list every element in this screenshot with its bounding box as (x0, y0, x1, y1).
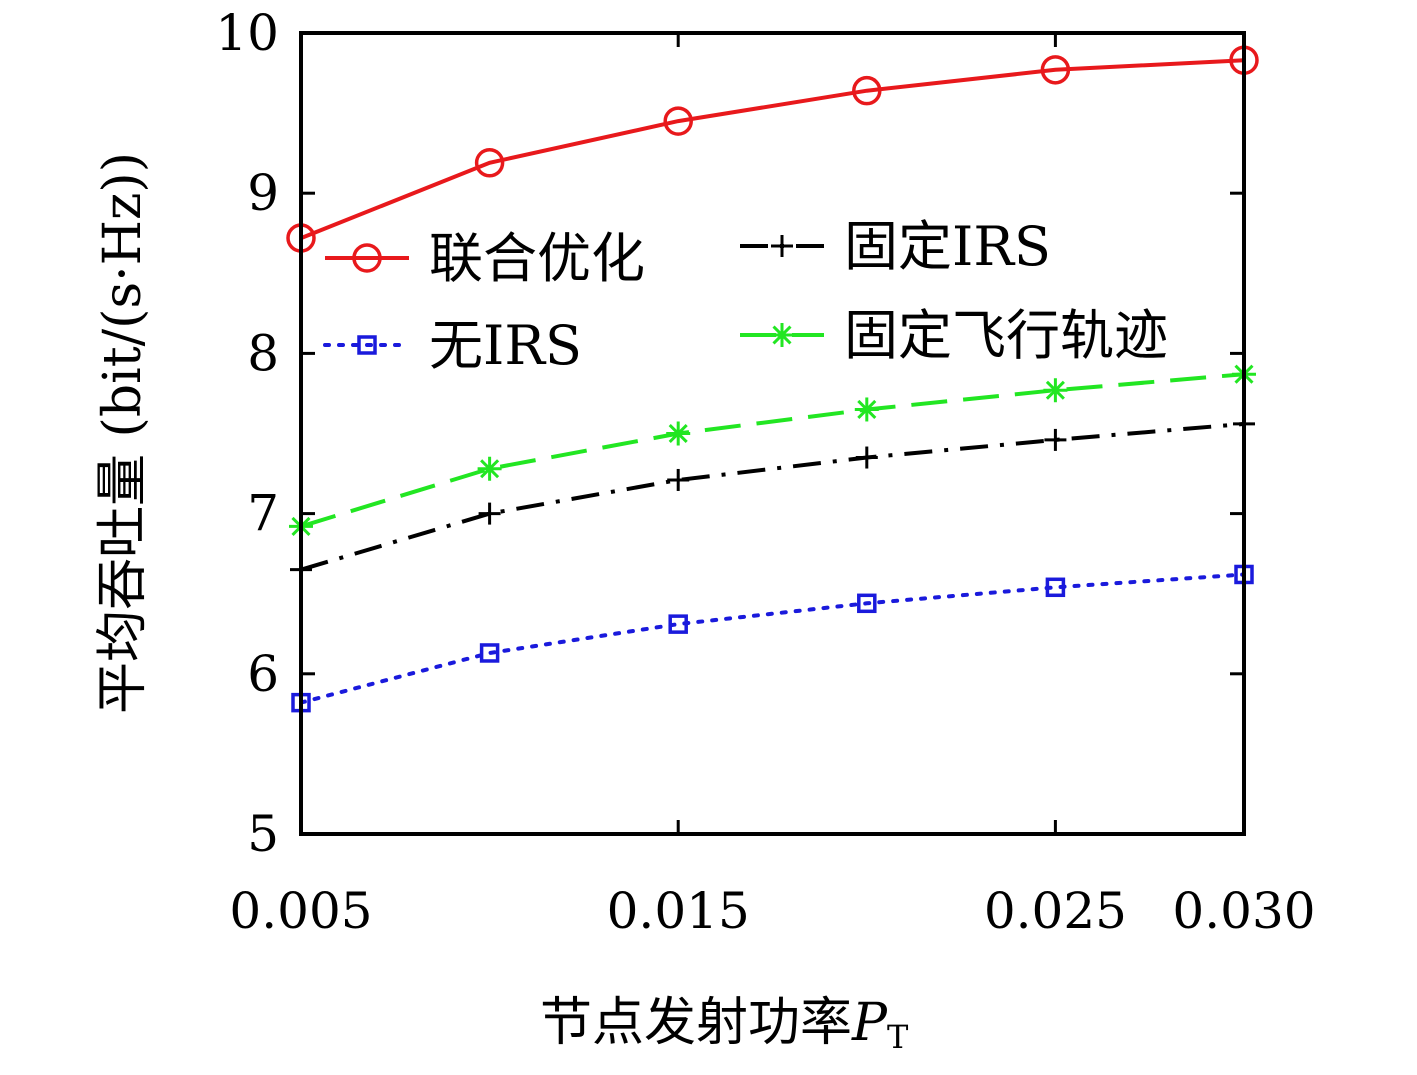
legend-entry-2: 无IRS (323, 314, 582, 377)
legend-marker-0 (352, 243, 382, 273)
legend-entry-0: 联合优化 (325, 227, 645, 290)
series-2-point-1 (479, 643, 500, 663)
x-tick-label-0: 0.005 (229, 882, 372, 940)
series-3-point-4 (1043, 378, 1068, 403)
legend-marker-2 (357, 335, 377, 355)
series-2-point-2 (668, 614, 688, 634)
series-0-point-4 (1040, 55, 1071, 85)
series-line-0 (300, 58, 1245, 240)
series-0-point-2 (663, 106, 693, 136)
y-tick-label-2: 7 (247, 485, 279, 543)
series-1-point-2 (667, 468, 690, 491)
legend-label-2: 无IRS (429, 314, 582, 377)
legend-label-3: 固定飞行轨迹 (844, 304, 1168, 367)
x-tick-label-2: 0.025 (984, 882, 1127, 940)
series-1-point-1 (478, 502, 501, 525)
series-line-1 (300, 421, 1245, 572)
series-1-point-4 (1044, 428, 1067, 451)
legend-marker-3 (770, 323, 794, 347)
x-axis-title: 节点发射功率PT (540, 993, 909, 1056)
legend-marker-1 (771, 235, 793, 257)
legend-label-0: 联合优化 (429, 227, 645, 290)
legend: 联合优化 固定IRS 无IRS 固定飞行轨迹 (323, 215, 1168, 377)
legend-label-1: 固定IRS (844, 215, 1051, 278)
series-3-point-3 (854, 397, 879, 422)
y-tick-label-0: 5 (247, 805, 279, 863)
series-layer (286, 45, 1259, 713)
series-3-point-2 (666, 421, 691, 446)
series-line-2 (299, 572, 1246, 705)
series-3-point-1 (477, 456, 502, 481)
ticks-layer: 5 6 7 8 9 10 0.005 0.015 0.025 0.030 (215, 4, 1315, 940)
y-tick-label-4: 9 (247, 164, 279, 222)
series-0-point-1 (474, 148, 505, 178)
series-line-3 (300, 372, 1245, 529)
plot-frame (299, 31, 1246, 836)
legend-entry-3: 固定飞行轨迹 (740, 304, 1168, 367)
x-tick-label-3: 0.030 (1172, 882, 1315, 940)
series-1-point-3 (855, 446, 878, 469)
x-tick-label-1: 0.015 (607, 882, 750, 940)
y-tick-label-5: 10 (215, 4, 279, 62)
series-2-point-4 (1045, 577, 1066, 598)
y-axis-title: 平均吞吐量 (bit/(s·Hz)) (93, 152, 153, 714)
series-0-point-3 (852, 75, 882, 106)
legend-entry-1: 固定IRS (740, 215, 1051, 278)
y-tick-label-3: 8 (247, 324, 279, 382)
y-tick-label-1: 6 (247, 645, 279, 703)
series-2-point-3 (857, 593, 877, 614)
